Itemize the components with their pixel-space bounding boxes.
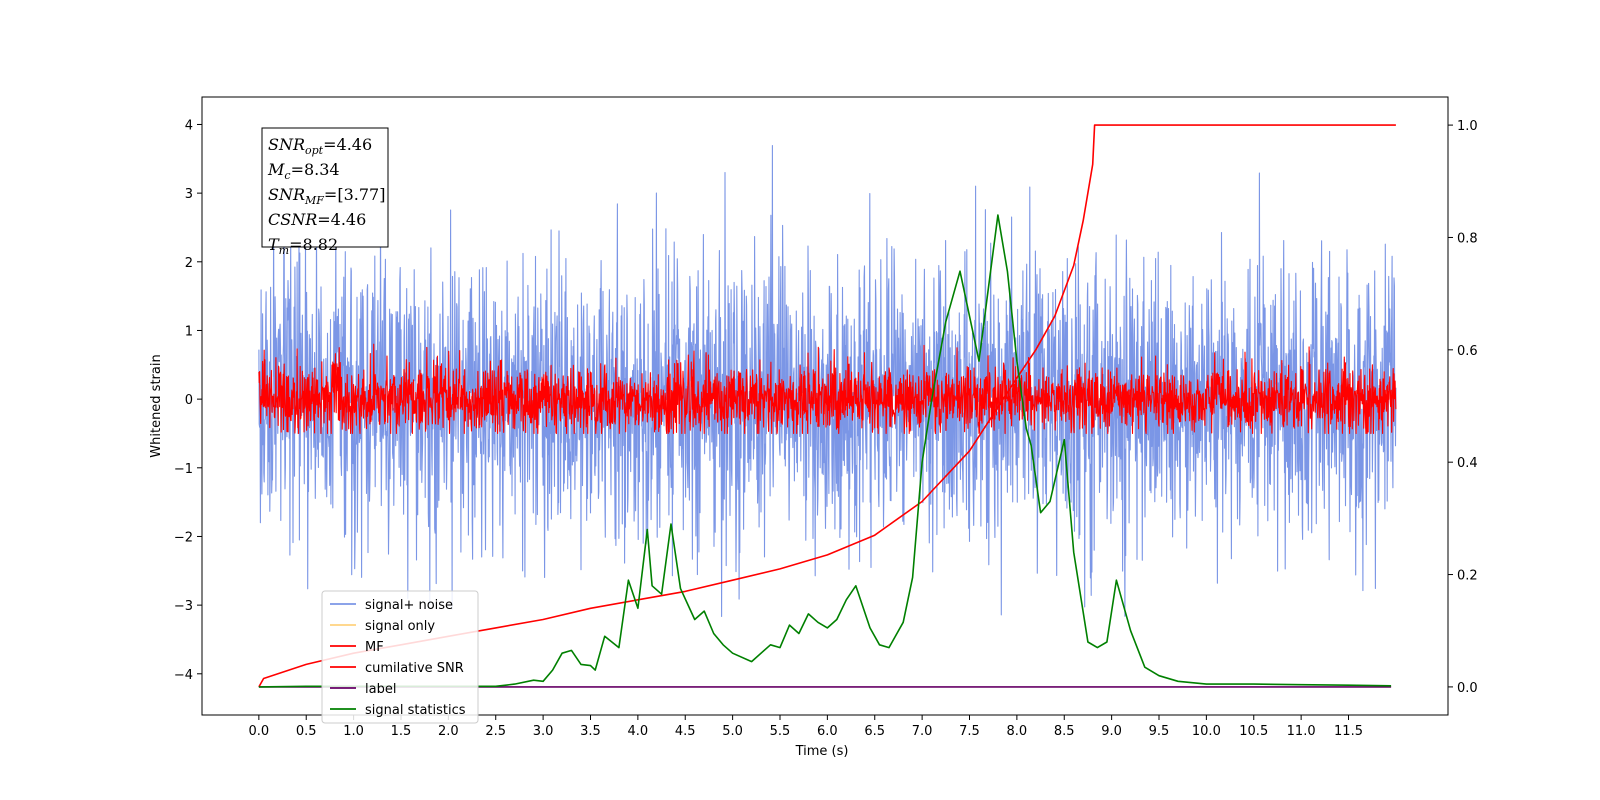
legend-label: signal statistics [365,703,466,718]
x-tick-label: 7.0 [912,724,933,739]
x-tick-label: 2.5 [485,724,506,739]
stat-line: CSNR=4.46 [268,210,366,229]
stats-box-frame [261,127,389,248]
y-tick-label-left: 2 [185,256,193,271]
x-tick-label: 0.0 [249,724,270,739]
x-tick-label: 3.5 [580,724,601,739]
legend-frame [321,590,479,724]
y-tick-label-left: −1 [174,462,193,477]
x-tick-label: 5.5 [770,724,791,739]
y-tick-label-right: 0.2 [1457,569,1478,584]
x-tick-label: 11.0 [1287,724,1316,739]
x-tick-label: 5.0 [722,724,743,739]
legend: signal+ noise signal only MF cumilative SNR… [321,590,479,724]
legend-label: cumilative SNR [365,661,464,676]
x-tick-label: 8.0 [1007,724,1028,739]
x-tick-label: 11.5 [1334,724,1363,739]
y-tick-label-right: 0.6 [1457,344,1478,359]
y-tick-label-left: −4 [174,668,193,683]
x-tick-label: 10.5 [1239,724,1268,739]
legend-label: signal+ noise [365,598,453,613]
x-tick-label: 9.5 [1149,724,1170,739]
x-tick-label: 0.5 [296,724,317,739]
stat-line: SNRopt=4.46 [268,135,372,157]
y-tick-label-left: −2 [174,530,193,545]
y-tick-label-left: −3 [174,599,193,614]
x-tick-label: 6.5 [864,724,885,739]
series-signal-statistics-line [258,214,1392,688]
stat-line: Mc=8.34 [267,160,340,182]
y-tick-label-left: 3 [185,187,193,202]
plot-frame [201,96,1449,716]
y-axis-label: Whitened strain [149,354,164,457]
x-tick-label: 6.0 [817,724,838,739]
x-axis-label: Time (s) [795,744,849,759]
x-tick-label: 4.5 [675,724,696,739]
y-tick-label-left: 0 [185,393,193,408]
x-tick-label: 10.0 [1192,724,1221,739]
legend-label: MF [365,640,384,655]
legend-label: signal only [365,619,435,634]
legend-label: label [365,682,396,697]
y-tick-label-right: 0.0 [1457,681,1478,696]
y-tick-label-left: 1 [185,324,193,339]
y-tick-label-right: 1.0 [1457,119,1478,134]
y-tick-label-right: 0.8 [1457,231,1478,246]
y-tick-label-left: 4 [185,118,193,133]
ticks-layer: 0.0 0.5 1.0 1.5 2.0 2.5 3.0 3.5 4.0 4.5 5.0 5.5 6.0 6… [174,118,1478,739]
series-mf-line [258,343,1397,435]
stat-line: Tm=8.82 [268,235,338,257]
y-tick-label-right: 0.4 [1457,456,1478,471]
x-tick-label: 7.5 [959,724,980,739]
stat-line: SNRMF=[3.77] [268,185,385,207]
x-tick-label: 8.5 [1054,724,1075,739]
x-tick-label: 2.0 [438,724,459,739]
x-tick-label: 3.0 [533,724,554,739]
x-tick-label: 9.0 [1101,724,1122,739]
x-tick-label: 1.5 [391,724,412,739]
x-tick-label: 4.0 [628,724,649,739]
stats-box: SNRopt=4.46 Mc=8.34 SNRMF=[3.77] CSNR=4.46 T… [261,127,389,257]
x-tick-label: 1.0 [343,724,364,739]
